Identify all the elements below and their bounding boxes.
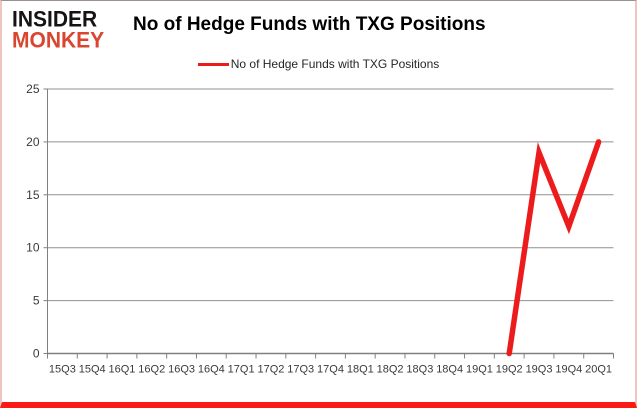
x-axis-tick-label: 17Q2 <box>257 364 284 376</box>
legend: No of Hedge Funds with TXG Positions <box>2 57 635 71</box>
logo-text-insider: INSIDER <box>12 7 98 32</box>
x-axis-tick-label: 17Q3 <box>287 364 314 376</box>
x-axis-tick-label: 16Q1 <box>109 364 136 376</box>
x-axis-tick-label: 15Q4 <box>79 364 106 376</box>
x-axis-tick-label: 18Q2 <box>377 364 404 376</box>
x-axis-tick-label: 19Q2 <box>496 364 523 376</box>
y-axis-tick-label: 25 <box>26 82 40 96</box>
x-axis-tick-label: 19Q4 <box>555 364 582 376</box>
x-axis-tick-label: 19Q1 <box>466 364 493 376</box>
chart-title: No of Hedge Funds with TXG Positions <box>133 14 486 35</box>
legend-label: No of Hedge Funds with TXG Positions <box>230 57 440 71</box>
x-axis-tick-label: 16Q4 <box>198 364 225 376</box>
x-axis-tick-label: 19Q3 <box>526 364 553 376</box>
x-axis-tick-label: 18Q4 <box>436 364 463 376</box>
x-axis-tick-label: 18Q1 <box>347 364 374 376</box>
y-axis-tick-label: 20 <box>26 135 40 149</box>
insider-monkey-logo: INSIDER MONKEY <box>12 7 105 53</box>
x-axis-tick-label: 16Q3 <box>168 364 195 376</box>
x-axis-tick-label: 20Q1 <box>585 364 612 376</box>
x-axis-tick-label: 17Q1 <box>228 364 255 376</box>
x-axis-tick-label: 16Q2 <box>138 364 165 376</box>
y-axis-tick-label: 5 <box>33 294 40 308</box>
series-line <box>506 139 602 357</box>
x-axis-tick-label: 15Q3 <box>49 364 76 376</box>
y-axis-tick-label: 0 <box>33 347 40 361</box>
y-axis-tick-label: 10 <box>26 241 40 255</box>
logo-text-monkey: MONKEY <box>12 28 105 53</box>
legend-line-swatch <box>197 62 229 66</box>
x-axis-tick-label: 18Q3 <box>406 364 433 376</box>
x-axis-tick-label: 17Q4 <box>317 364 344 376</box>
y-axis-tick-label: 15 <box>26 188 40 202</box>
